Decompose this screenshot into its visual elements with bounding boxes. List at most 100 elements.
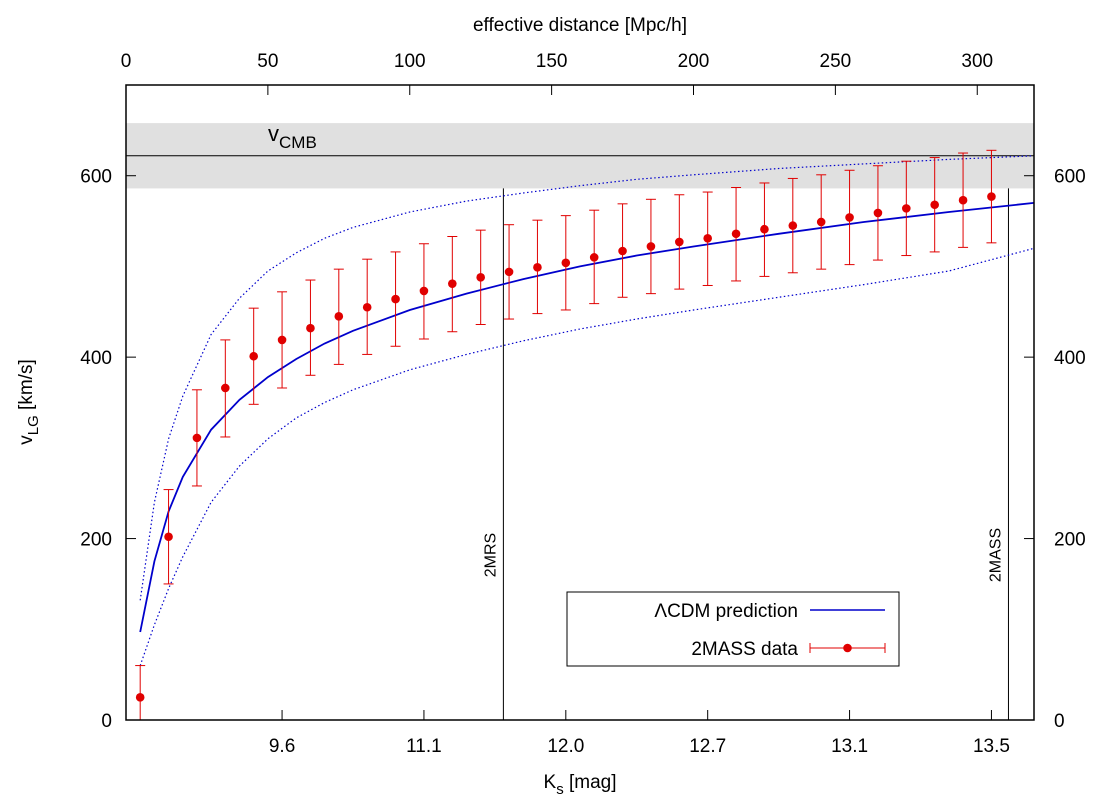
data-point (333, 268, 344, 365)
data-marker (958, 195, 968, 205)
data-point (986, 149, 997, 244)
right-tick-label: 0 (1054, 711, 1065, 732)
data-marker (306, 323, 315, 333)
data-marker (277, 335, 287, 345)
data-point (191, 389, 202, 487)
data-marker (391, 294, 400, 304)
top-tick-label: 100 (394, 51, 426, 72)
data-point (759, 182, 770, 277)
top-tick-label: 150 (536, 51, 568, 72)
legend-data-label: 2MASS data (691, 639, 798, 660)
data-marker (618, 246, 627, 256)
data-point (163, 489, 174, 585)
data-marker (249, 351, 258, 361)
data-point (220, 339, 231, 438)
data-point (390, 251, 401, 347)
top-tick-label: 50 (257, 51, 278, 72)
data-marker (845, 213, 854, 222)
vline-label-2mrs: 2MRS (482, 533, 499, 577)
data-points (135, 149, 997, 720)
data-point (135, 665, 146, 720)
ticks: 0 50 100 150 200 250 300 9.6 11.1 12.0 12.7 13.1 13.… (80, 51, 1085, 757)
data-marker (504, 267, 514, 277)
curve-cdmprediction (139, 202, 1035, 633)
data-point (447, 235, 458, 333)
bottom-tick-label: 11.1 (406, 736, 442, 757)
plot-frame (125, 84, 1035, 721)
legend: ΛCDM prediction 2MASS data (566, 591, 900, 667)
data-point (418, 243, 429, 340)
data-marker (589, 253, 599, 262)
data-marker (334, 312, 344, 321)
cmb-label: vCMB (268, 121, 317, 152)
legend-lcdm-label: ΛCDM prediction (654, 601, 798, 622)
vline-label-2mass: 2MASS (987, 528, 1004, 582)
curves (139, 155, 1035, 666)
data-marker (164, 532, 173, 542)
data-point (504, 224, 515, 320)
data-point (532, 219, 543, 315)
data-marker (221, 383, 230, 393)
data-marker (902, 204, 911, 213)
data-point (958, 152, 969, 248)
bottom-tick-label: 13.1 (831, 736, 868, 757)
data-point (929, 157, 940, 253)
data-marker (135, 693, 145, 702)
top-tick-label: 200 (678, 51, 710, 72)
left-tick-label: 200 (80, 530, 112, 551)
bottom-axis-title: Ks [mag] (544, 772, 617, 795)
top-tick-label: 300 (961, 51, 993, 72)
data-marker (731, 229, 741, 239)
curve-lower (139, 247, 1035, 666)
legend-box (566, 591, 900, 667)
data-point (277, 291, 288, 389)
data-point (645, 198, 656, 295)
data-point (816, 174, 827, 270)
data-marker (675, 237, 684, 247)
data-point (901, 160, 912, 257)
left-tick-label: 400 (80, 348, 112, 369)
data-point (872, 165, 883, 261)
top-axis-title: effective distance [Mpc/h] (473, 15, 687, 36)
legend-marker (843, 643, 852, 653)
data-point (305, 279, 316, 376)
data-marker (476, 273, 485, 282)
data-point (248, 307, 259, 405)
bottom-tick-label: 12.7 (689, 736, 726, 757)
data-marker (533, 263, 542, 272)
data-point (844, 169, 855, 266)
data-marker (703, 234, 712, 243)
data-point (617, 203, 628, 298)
data-marker (646, 242, 656, 251)
bottom-tick-label: 12.0 (547, 736, 584, 757)
data-marker (930, 200, 939, 210)
right-tick-label: 600 (1054, 167, 1086, 188)
data-point (702, 191, 713, 286)
vertical-lines: 2MRS 2MASS (482, 188, 1009, 720)
top-tick-label: 250 (820, 51, 852, 72)
right-tick-label: 400 (1054, 348, 1086, 369)
legend-data-swatch (809, 643, 886, 653)
data-marker (448, 279, 457, 288)
data-marker (873, 208, 883, 218)
data-point (787, 177, 798, 274)
y-axis-title: vLG [km/s] (16, 359, 42, 444)
data-point (731, 187, 742, 282)
left-tick-label: 0 (101, 711, 112, 732)
data-point (362, 258, 373, 355)
left-tick-label: 600 (80, 167, 112, 188)
bottom-tick-label: 9.6 (269, 736, 295, 757)
data-point (475, 229, 486, 325)
data-marker (419, 286, 429, 296)
data-point (560, 215, 571, 311)
data-marker (987, 192, 996, 201)
curve-upper (139, 155, 1035, 601)
right-tick-label: 200 (1054, 530, 1086, 551)
data-marker (561, 258, 571, 268)
top-tick-label: 0 (121, 51, 132, 72)
bottom-tick-label: 13.5 (973, 736, 1010, 757)
data-marker (362, 302, 372, 312)
data-point (674, 194, 685, 290)
data-marker (816, 217, 826, 227)
